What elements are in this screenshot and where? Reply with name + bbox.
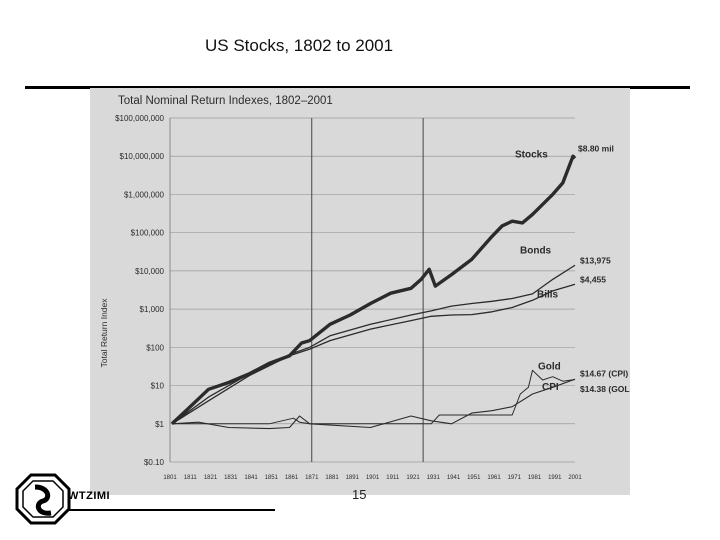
series-end-value: $13,975 [580, 255, 611, 265]
series-end-value: $4,455 [580, 274, 606, 284]
x-tick-label: 1991 [548, 475, 562, 481]
x-tick-label: 1951 [467, 475, 481, 481]
y-tick-label: $10,000 [135, 267, 164, 276]
series-end-value: $14.67 (CPI) [580, 369, 628, 379]
series-end-value: $14.38 (GOLD) [580, 384, 630, 394]
series-name-label: CPI [542, 382, 559, 393]
series-name-label: Stocks [515, 149, 548, 160]
series-name-label: Gold [538, 362, 561, 373]
y-tick-label: $1,000 [140, 305, 165, 314]
x-tick-label: 1851 [265, 475, 279, 481]
y-tick-label: $0.10 [144, 458, 165, 467]
x-tick-label: 1871 [305, 475, 319, 481]
company-name: WTZIMI [68, 490, 111, 502]
series-line-gold [172, 369, 576, 425]
series-line-bonds [171, 264, 576, 425]
x-tick-label: 2001 [568, 475, 582, 481]
series-lines [170, 154, 577, 430]
y-tick-label: $100,000 [131, 229, 165, 238]
x-tick-labels: 1801 1811 1821 1831 1841 1851 1861 1871 1881 1891… [163, 475, 582, 481]
series-line-cpi [171, 378, 576, 430]
page-number: 15 [352, 487, 367, 502]
y-tick-label: $100 [146, 343, 164, 352]
x-tick-label: 1811 [184, 475, 198, 481]
event-lines [311, 118, 424, 462]
x-tick-label: 1921 [406, 475, 420, 481]
chart-figure: Total Nominal Return Indexes, 1802–2001 … [90, 88, 630, 495]
x-tick-label: 1961 [487, 475, 501, 481]
y-tick-label: $100,000,000 [115, 114, 164, 123]
chart-title: Total Nominal Return Indexes, 1802–2001 [118, 95, 333, 107]
x-tick-label: 1831 [224, 475, 238, 481]
x-tick-label: 1861 [285, 475, 299, 481]
series-line-bills [171, 283, 576, 425]
company-logo [15, 473, 71, 525]
x-tick-label: 1801 [163, 475, 177, 481]
series-name-label: Bonds [520, 245, 552, 256]
x-tick-label: 1901 [366, 475, 380, 481]
slide-title: US Stocks, 1802 to 2001 [205, 36, 394, 55]
y-tick-label: $1,000,000 [124, 190, 165, 199]
footer-divider [68, 509, 275, 511]
x-tick-label: 1911 [386, 475, 400, 481]
x-tick-label: 1881 [325, 475, 339, 481]
x-tick-label: 1941 [447, 475, 461, 481]
series-labels: Stocks $8.80 mil Bonds $13,975 Bills $4,455 Go… [515, 143, 630, 394]
x-tick-label: 1821 [204, 475, 218, 481]
y-tick-label: $1 [155, 420, 164, 429]
series-name-label: Bills [537, 289, 559, 300]
x-tick-label: 1971 [508, 475, 522, 481]
y-tick-label: $10 [151, 382, 165, 391]
y-axis-label: Total Return Index [99, 298, 109, 368]
y-tick-label: $10,000,000 [120, 152, 165, 161]
x-tick-label: 1931 [427, 475, 441, 481]
gridlines [169, 117, 575, 463]
x-tick-label: 1891 [346, 475, 360, 481]
x-tick-label: 1841 [244, 475, 258, 481]
x-tick-label: 1981 [528, 475, 542, 481]
series-end-value: $8.80 mil [578, 143, 614, 153]
title-divider [25, 86, 690, 89]
y-tick-labels: $100,000,000 $10,000,000 $1,000,000 $100,00… [115, 114, 164, 467]
